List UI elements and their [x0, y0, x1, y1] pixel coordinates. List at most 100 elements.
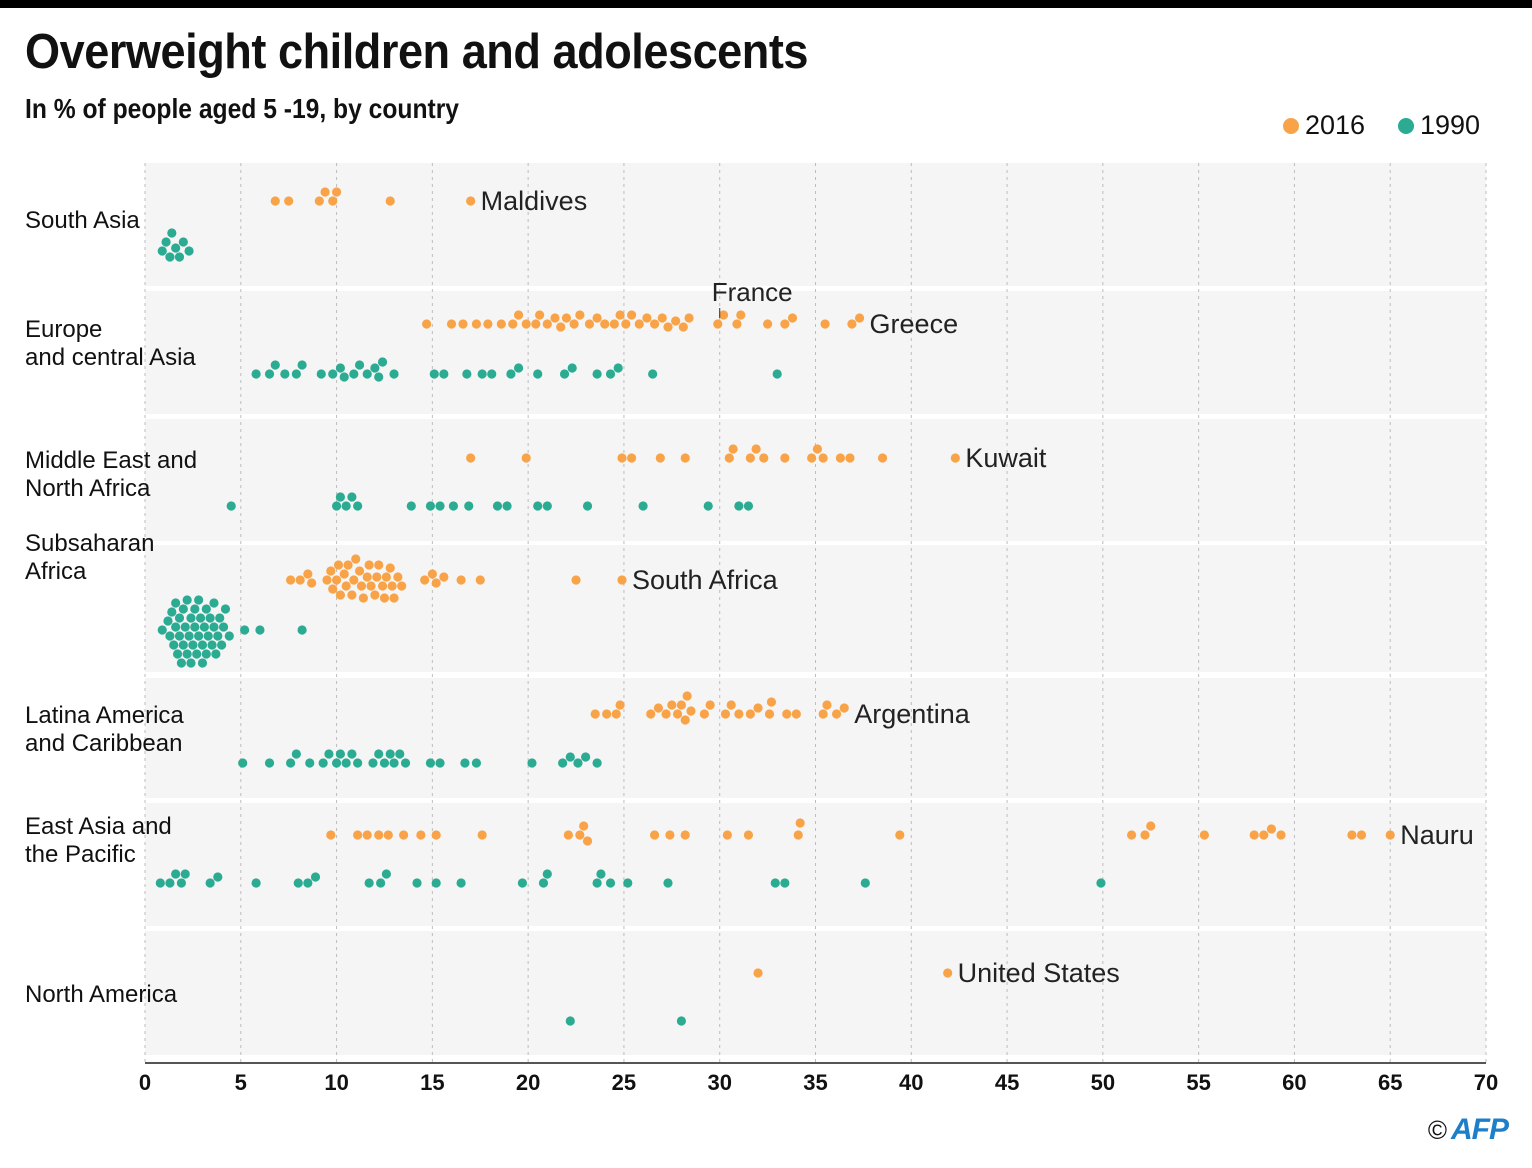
x-tick-label: 0: [139, 1070, 151, 1095]
data-point-1990: [335, 363, 346, 373]
data-point-2016: [646, 709, 656, 719]
data-point-2016: [763, 319, 773, 329]
data-point-2016: [787, 313, 798, 323]
data-point-1990: [205, 613, 215, 623]
data-point-1990: [264, 758, 275, 768]
data-point-1990: [431, 878, 441, 888]
data-point-1990: [194, 631, 204, 641]
top-bar: [0, 0, 1532, 8]
data-point-1990: [305, 758, 315, 768]
data-point-2016: [569, 319, 579, 329]
data-point-2016: [1356, 830, 1367, 840]
data-point-1990: [199, 622, 209, 632]
data-point-2016: [582, 836, 593, 846]
data-point-1990: [217, 640, 227, 650]
data-point-2016: [672, 709, 683, 719]
data-point-1990: [389, 758, 399, 768]
annotation-label: United States: [958, 958, 1120, 988]
x-tick-label: 25: [612, 1070, 636, 1095]
data-point-2016: [362, 830, 372, 840]
data-point-1990: [182, 595, 192, 605]
data-point-1990: [513, 363, 524, 373]
data-point-2016: [732, 319, 742, 329]
data-point-2016: [943, 968, 953, 978]
data-point-2016: [667, 700, 677, 710]
data-point-2016: [383, 830, 393, 840]
data-point-2016: [397, 581, 407, 591]
data-point-2016: [793, 830, 803, 840]
data-point-2016: [556, 322, 566, 332]
data-point-2016: [895, 830, 905, 840]
data-point-2016: [745, 709, 755, 719]
data-point-2016: [446, 319, 457, 329]
data-point-1990: [180, 622, 190, 632]
data-point-2016: [1126, 830, 1137, 840]
data-point-2016: [745, 453, 755, 463]
data-point-1990: [251, 878, 261, 888]
data-point-1990: [592, 758, 602, 768]
data-point-2016: [584, 319, 595, 329]
data-point-2016: [483, 319, 493, 329]
data-point-1990: [527, 758, 537, 768]
data-point-1990: [676, 1016, 687, 1026]
data-point-2016: [353, 830, 363, 840]
data-point-1990: [374, 749, 384, 759]
data-point-1990: [381, 869, 391, 879]
data-point-2016: [699, 709, 709, 719]
region-band: [145, 163, 1486, 286]
data-point-1990: [293, 878, 303, 888]
data-point-1990: [184, 246, 194, 256]
data-point-1990: [209, 622, 219, 632]
data-point-1990: [184, 631, 194, 641]
data-point-1990: [592, 369, 602, 379]
data-point-2016: [351, 554, 361, 564]
data-point-1990: [291, 369, 301, 379]
data-point-2016: [726, 700, 736, 710]
data-point-1990: [171, 869, 181, 879]
data-point-1990: [211, 649, 221, 659]
data-point-2016: [328, 196, 338, 206]
data-point-2016: [542, 319, 552, 329]
data-point-2016: [1347, 830, 1357, 840]
region-label: East Asia and: [25, 813, 172, 840]
data-point-1990: [186, 613, 196, 623]
data-point-2016: [521, 453, 531, 463]
data-point-2016: [713, 319, 723, 329]
data-point-1990: [226, 501, 236, 511]
data-point-1990: [860, 878, 870, 888]
data-point-2016: [812, 444, 823, 454]
region-label: Subsaharan: [25, 530, 154, 557]
data-point-2016: [655, 453, 665, 463]
data-point-2016: [684, 313, 694, 323]
data-point-2016: [634, 319, 644, 329]
data-point-2016: [521, 319, 531, 329]
region-label: Latina America: [25, 702, 184, 729]
x-tick-label: 60: [1282, 1070, 1306, 1095]
data-point-2016: [303, 569, 313, 579]
region-label: Middle East and: [25, 447, 197, 474]
data-point-1990: [502, 501, 512, 511]
data-point-1990: [213, 872, 223, 882]
region-label: Europe: [25, 316, 102, 343]
data-point-1990: [331, 501, 342, 511]
data-point-1990: [165, 631, 175, 641]
data-point-2016: [322, 575, 332, 585]
data-point-2016: [1276, 830, 1286, 840]
data-point-2016: [563, 830, 573, 840]
data-point-1990: [464, 501, 474, 511]
data-point-2016: [427, 569, 437, 579]
data-point-2016: [339, 569, 349, 579]
legend-item-1990: 1990: [1398, 110, 1480, 141]
data-point-1990: [318, 758, 328, 768]
data-point-2016: [795, 818, 805, 828]
data-point-1990: [167, 607, 177, 617]
data-point-2016: [385, 563, 395, 573]
data-point-2016: [320, 187, 330, 197]
data-point-1990: [448, 501, 459, 511]
data-point-1990: [194, 595, 204, 605]
data-point-2016: [705, 700, 715, 710]
data-point-2016: [362, 572, 372, 582]
data-point-1990: [663, 878, 673, 888]
data-point-1990: [205, 878, 215, 888]
data-point-2016: [456, 575, 466, 585]
